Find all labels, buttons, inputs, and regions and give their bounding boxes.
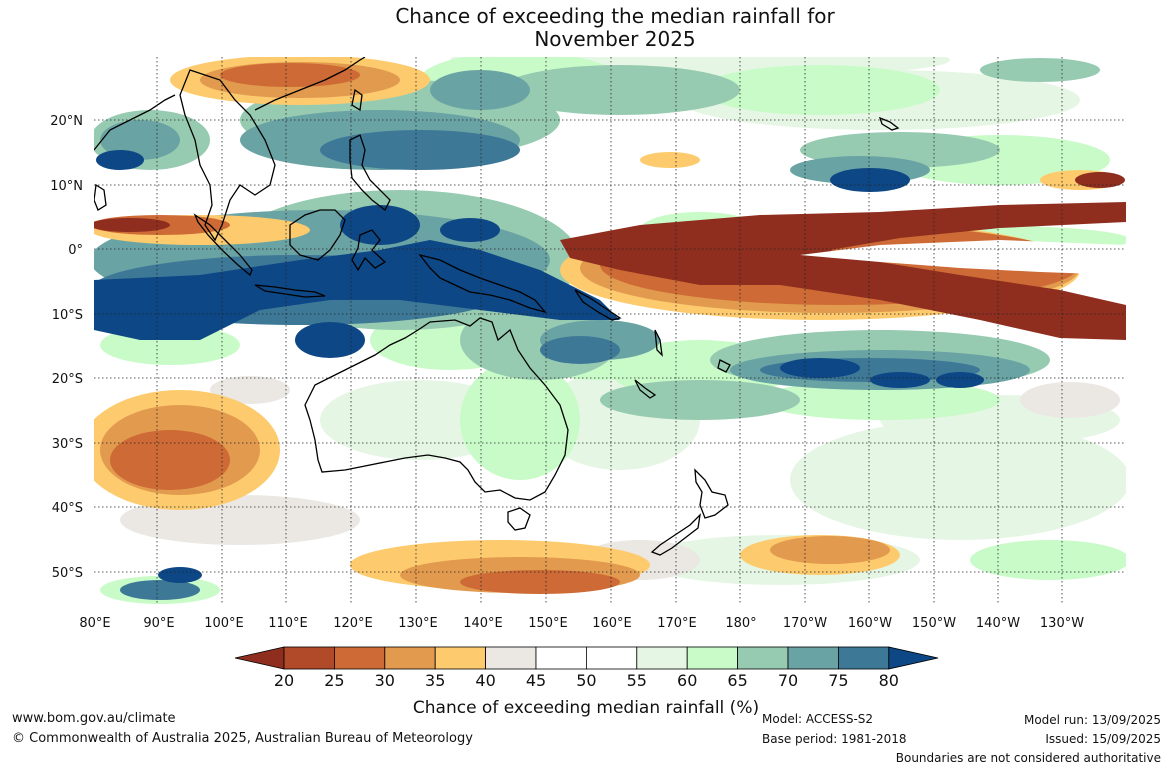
china-coastline [254, 57, 366, 111]
solomon-islands-coastline [574, 289, 622, 321]
colorbar-swatch [535, 646, 587, 670]
new-zealand-south-coastline [650, 513, 701, 556]
website-text: www.bom.gov.au/climate [12, 711, 176, 726]
latitude-labels: 20°N 10°N 0° 10°S 20°S 30°S 40°S 50°S [50, 114, 83, 581]
colorbar-tick-label: 20 [274, 671, 294, 690]
colorbar-tick-label: 60 [677, 671, 697, 690]
colorbar-swatch [686, 646, 739, 670]
copyright-text: © Commonwealth of Australia 2025, Austra… [12, 731, 473, 746]
lon-label: 110°E [268, 616, 308, 631]
colorbar-tick-label: 50 [576, 671, 596, 690]
lon-label: 90°E [143, 616, 174, 631]
colorbar-title: Chance of exceeding median rainfall (%) [413, 698, 759, 718]
model-text: Model: ACCESS-S2 [762, 712, 874, 726]
map-title-line-2: November 2025 [534, 27, 696, 51]
colorbar-tick-label: 70 [778, 671, 798, 690]
colorbar-swatch [586, 646, 638, 670]
colorbar-tick-label: 45 [526, 671, 546, 690]
lon-label: 80°E [79, 616, 110, 631]
lon-label: 170°E [657, 616, 697, 631]
new-zealand-north-coastline [694, 468, 729, 519]
sulawesi-coastline [351, 229, 387, 272]
model-run-text: Model run: 13/09/2025 [1023, 713, 1161, 727]
borneo-coastline [289, 209, 346, 261]
colorbar [234, 646, 939, 670]
deep-blue-regions [94, 150, 1070, 583]
colorbar-ticks: 20 25 30 35 40 45 50 55 60 65 70 75 80 [274, 671, 899, 690]
australia-coastline [304, 317, 569, 501]
lon-label: 150°W [912, 616, 956, 631]
india-coastline [94, 94, 176, 151]
longitude-labels: 80°E 90°E 100°E 110°E 120°E 130°E 140°E … [79, 616, 1084, 631]
lat-label: 20°N [50, 114, 83, 129]
lat-label: 10°S [52, 308, 83, 323]
java-coastline [254, 284, 326, 298]
colorbar-tick-label: 80 [879, 671, 899, 690]
new-guinea-coastline [418, 253, 547, 314]
dry-very-strong-regions [94, 172, 1126, 340]
colorbar-swatch [333, 646, 386, 670]
lon-label: 130°E [398, 616, 438, 631]
colorbar-tick-label: 65 [727, 671, 747, 690]
lon-label: 140°W [976, 616, 1020, 631]
colorbar-swatch [636, 646, 688, 670]
lon-label: 160°E [592, 616, 632, 631]
colorbar-tick-label: 55 [627, 671, 647, 690]
lon-label: 160°W [848, 616, 892, 631]
colorbar-tick-label: 30 [375, 671, 395, 690]
colorbar-swatch [737, 646, 789, 670]
colorbar-tick-label: 25 [324, 671, 344, 690]
lon-label: 100°E [204, 616, 244, 631]
lon-label: 120°E [333, 616, 373, 631]
fiji-coastline [717, 359, 731, 373]
lat-label: 10°N [50, 179, 83, 194]
colorbar-swatch [434, 646, 487, 670]
colorbar-swatch [838, 646, 890, 670]
sri-lanka-coastline [94, 183, 107, 211]
disclaimer-text: Boundaries are not considered authoritat… [895, 751, 1161, 765]
colorbar-right-extension [888, 646, 939, 670]
lat-label: 20°S [52, 372, 83, 387]
colorbar-swatch [384, 646, 436, 670]
philippines-coastline [349, 134, 391, 211]
taiwan-coastline [351, 88, 363, 112]
lat-label: 40°S [52, 501, 83, 516]
colorbar-swatch [283, 646, 335, 670]
colorbar-tick-label: 40 [475, 671, 495, 690]
lon-label: 130°W [1040, 616, 1084, 631]
lon-label: 140°E [463, 616, 503, 631]
colorbar-swatch [787, 646, 839, 670]
colorbar-swatch [485, 646, 537, 670]
lon-label: 180° [725, 616, 756, 631]
lon-label: 150°E [528, 616, 568, 631]
vanuatu-coastline [654, 329, 663, 357]
indochina-coastline [179, 69, 276, 242]
lat-label: 0° [68, 243, 83, 258]
graticule [94, 57, 1126, 604]
tasmania-coastline [507, 507, 531, 531]
map-title-line-1: Chance of exceeding the median rainfall … [395, 4, 835, 28]
lat-label: 30°S [52, 437, 83, 452]
colorbar-left-extension [234, 646, 285, 670]
coastlines [94, 57, 900, 556]
colorbar-tick-label: 75 [828, 671, 848, 690]
lon-label: 170°W [783, 616, 827, 631]
hawaii-coastline [878, 116, 900, 131]
issued-text: Issued: 15/09/2025 [1045, 732, 1161, 746]
colorbar-tick-label: 35 [425, 671, 445, 690]
base-period-text: Base period: 1981-2018 [762, 732, 907, 746]
equatorial-neutral-band [800, 240, 1126, 275]
sumatra-coastline [193, 213, 253, 277]
new-caledonia-coastline [634, 379, 657, 399]
lat-label: 50°S [52, 566, 83, 581]
